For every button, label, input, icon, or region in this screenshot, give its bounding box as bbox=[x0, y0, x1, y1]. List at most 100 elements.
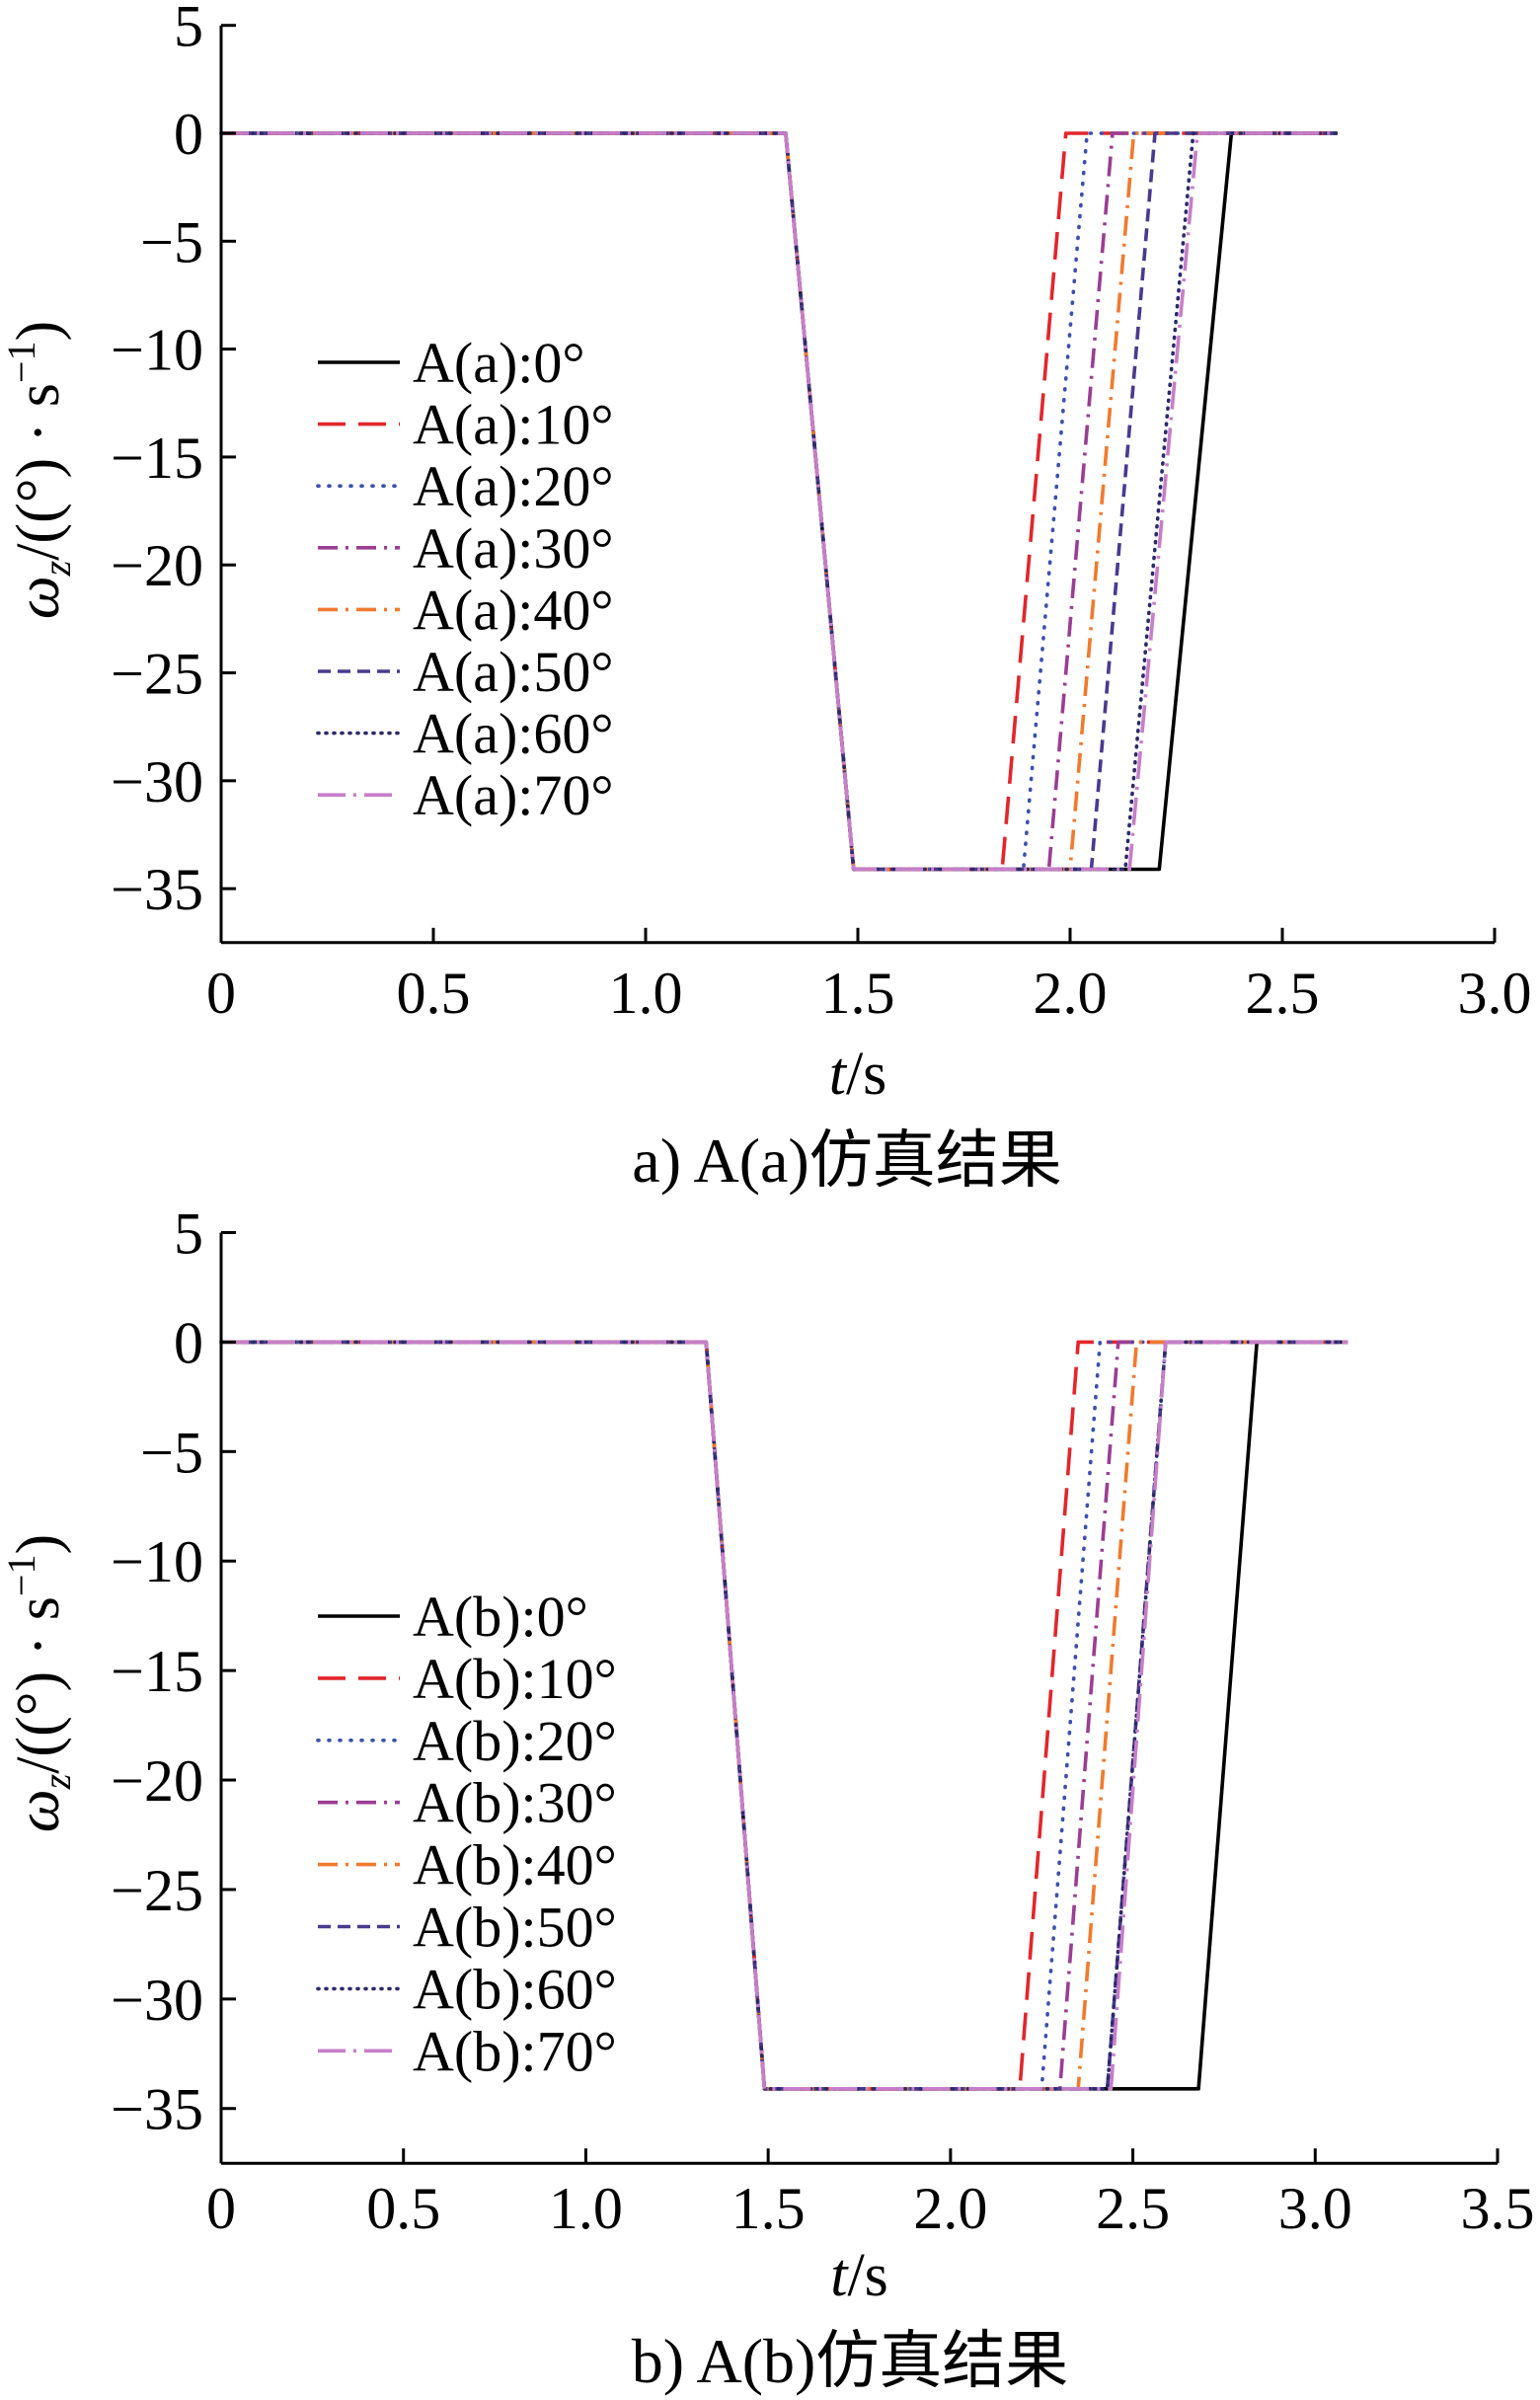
y-axis-label-subscript: z bbox=[35, 1773, 79, 1790]
panel-caption: b) A(b)仿真结果 bbox=[632, 2326, 1069, 2396]
series-line-70deg bbox=[221, 1340, 1348, 2091]
tick-labels: 0 0.5 1.0 1.5 2.0 2.5 3.0 5 0 −5 −10 −15 −20 −25 −30 −3… bbox=[111, 0, 1531, 1026]
legend-item-40deg: A(b):40° bbox=[318, 1833, 617, 1897]
legend-item-0deg: A(b):0° bbox=[318, 1585, 588, 1649]
y-tick-label: −30 bbox=[111, 1968, 203, 2033]
y-tick-label: −35 bbox=[111, 2077, 203, 2142]
x-axis-label: t/s bbox=[829, 1041, 887, 1108]
y-axis-label: ωz/((°) · s−1) bbox=[0, 1534, 79, 1832]
panel-a-chart: 0 0.5 1.0 1.5 2.0 2.5 3.0 5 0 −5 −10 −15 −20 −25 −30 −3… bbox=[0, 0, 1532, 1196]
x-axis-label: t/s bbox=[830, 2242, 888, 2309]
legend-item-10deg: A(a):10° bbox=[318, 393, 614, 457]
legend-item-50deg: A(a):50° bbox=[318, 640, 614, 704]
x-tick-label: 1.0 bbox=[609, 961, 683, 1026]
y-tick-label: −10 bbox=[111, 1529, 203, 1594]
y-tick-label: 0 bbox=[174, 102, 203, 167]
x-tick-label: 2.0 bbox=[1034, 961, 1108, 1026]
legend-label-40deg: A(a):40° bbox=[413, 578, 614, 642]
legend-item-10deg: A(b):10° bbox=[318, 1647, 617, 1711]
legend-item-50deg: A(b):50° bbox=[318, 1896, 617, 1960]
y-axis-label-unit: /((°) · s bbox=[5, 383, 72, 561]
series-line-10deg bbox=[221, 1340, 1348, 2091]
y-axis-label: ωz/((°) · s−1) bbox=[0, 321, 79, 619]
series-line-40deg bbox=[221, 1340, 1348, 2091]
x-axis-label-unit: /s bbox=[847, 2242, 887, 2309]
y-tick-label: −20 bbox=[111, 1748, 203, 1814]
y-tick-label: −25 bbox=[111, 1858, 203, 1923]
legend-label-50deg: A(a):50° bbox=[413, 640, 614, 704]
legend-item-20deg: A(b):20° bbox=[316, 1709, 617, 1773]
x-axis-label-symbol: t bbox=[830, 2242, 849, 2309]
x-axis-label-unit: /s bbox=[846, 1041, 886, 1108]
panel-b-chart: 0 0.5 1.0 1.5 2.0 2.5 3.0 3.5 5 0 −5 −10 −15 −20 −25 −3… bbox=[0, 1201, 1535, 2397]
x-tick-label: 0 bbox=[206, 961, 236, 1026]
y-axis-label-unit: /((°) · s bbox=[5, 1596, 72, 1774]
legend-item-30deg: A(a):30° bbox=[318, 516, 614, 581]
series-line-20deg bbox=[219, 1340, 1350, 2091]
x-tick-label: 0 bbox=[206, 2176, 236, 2241]
x-tick-label: 2.5 bbox=[1246, 961, 1320, 1026]
series-group bbox=[219, 131, 1340, 872]
series-line-60deg bbox=[219, 1340, 1350, 2091]
y-axis-label-close: ) bbox=[5, 1534, 72, 1555]
y-tick-label: −5 bbox=[140, 1420, 203, 1485]
legend: A(b):0°A(b):10°A(b):20°A(b):30°A(b):40°A… bbox=[316, 1585, 617, 2083]
legend-label-60deg: A(a):60° bbox=[413, 702, 614, 766]
y-axis-label-superscript: −1 bbox=[0, 1555, 43, 1597]
legend-label-0deg: A(b):0° bbox=[413, 1585, 588, 1649]
y-axis-label-superscript: −1 bbox=[0, 342, 43, 384]
legend: A(a):0°A(a):10°A(a):20°A(a):30°A(a):40°A… bbox=[316, 331, 614, 827]
series-line-0deg bbox=[221, 131, 1338, 872]
legend-item-20deg: A(a):20° bbox=[316, 454, 614, 518]
x-tick-label: 0.5 bbox=[397, 961, 471, 1026]
legend-label-20deg: A(a):20° bbox=[413, 454, 614, 518]
legend-label-40deg: A(b):40° bbox=[413, 1833, 617, 1897]
series-line-70deg bbox=[221, 131, 1338, 872]
x-tick-label: 3.5 bbox=[1461, 2176, 1535, 2241]
series-line-30deg bbox=[221, 1340, 1348, 2091]
x-axis-label-symbol: t bbox=[829, 1041, 848, 1108]
x-tick-label: 1.5 bbox=[821, 961, 895, 1026]
axes bbox=[219, 24, 1497, 945]
x-tick-label: 3.0 bbox=[1278, 2176, 1352, 2241]
y-tick-label: −5 bbox=[140, 209, 203, 274]
y-tick-label: 5 bbox=[174, 0, 203, 59]
legend-label-10deg: A(b):10° bbox=[413, 1647, 617, 1711]
legend-item-70deg: A(a):70° bbox=[318, 763, 614, 827]
legend-label-30deg: A(a):30° bbox=[413, 516, 614, 581]
legend-label-70deg: A(a):70° bbox=[413, 763, 614, 827]
y-tick-label: 5 bbox=[174, 1201, 203, 1267]
legend-label-50deg: A(b):50° bbox=[413, 1896, 617, 1960]
legend-item-60deg: A(b):60° bbox=[316, 1957, 617, 2021]
legend-label-0deg: A(a):0° bbox=[413, 331, 585, 395]
tick-labels: 0 0.5 1.0 1.5 2.0 2.5 3.0 3.5 5 0 −5 −10 −15 −20 −25 −3… bbox=[111, 1201, 1534, 2242]
legend-item-30deg: A(b):30° bbox=[318, 1771, 617, 1835]
x-tick-label: 2.0 bbox=[913, 2176, 987, 2241]
panel-caption: a) A(a)仿真结果 bbox=[632, 1125, 1061, 1196]
legend-item-40deg: A(a):40° bbox=[318, 578, 614, 642]
legend-item-60deg: A(a):60° bbox=[316, 702, 614, 766]
y-axis-label-symbol: ω bbox=[5, 1789, 72, 1832]
y-tick-label: −35 bbox=[111, 857, 203, 922]
legend-item-0deg: A(a):0° bbox=[318, 331, 585, 395]
legend-label-10deg: A(a):10° bbox=[413, 393, 614, 457]
y-tick-label: −20 bbox=[111, 533, 203, 598]
x-tick-label: 1.5 bbox=[732, 2176, 806, 2241]
y-tick-label: −30 bbox=[111, 749, 203, 814]
axes bbox=[219, 1231, 1500, 2165]
y-axis-label-subscript: z bbox=[35, 560, 79, 577]
y-tick-label: −25 bbox=[111, 642, 203, 707]
x-tick-label: 2.5 bbox=[1096, 2176, 1170, 2241]
legend-item-70deg: A(b):70° bbox=[318, 2019, 617, 2083]
y-tick-label: −15 bbox=[111, 426, 203, 491]
y-axis-label-symbol: ω bbox=[5, 576, 72, 619]
legend-label-30deg: A(b):30° bbox=[413, 1771, 617, 1835]
legend-label-70deg: A(b):70° bbox=[413, 2019, 617, 2083]
x-tick-label: 1.0 bbox=[549, 2176, 623, 2241]
y-axis-label-close: ) bbox=[5, 321, 72, 342]
y-tick-label: −10 bbox=[111, 318, 203, 383]
y-tick-label: −15 bbox=[111, 1639, 203, 1704]
series-line-50deg bbox=[221, 1340, 1348, 2091]
legend-label-60deg: A(b):60° bbox=[413, 1957, 617, 2021]
